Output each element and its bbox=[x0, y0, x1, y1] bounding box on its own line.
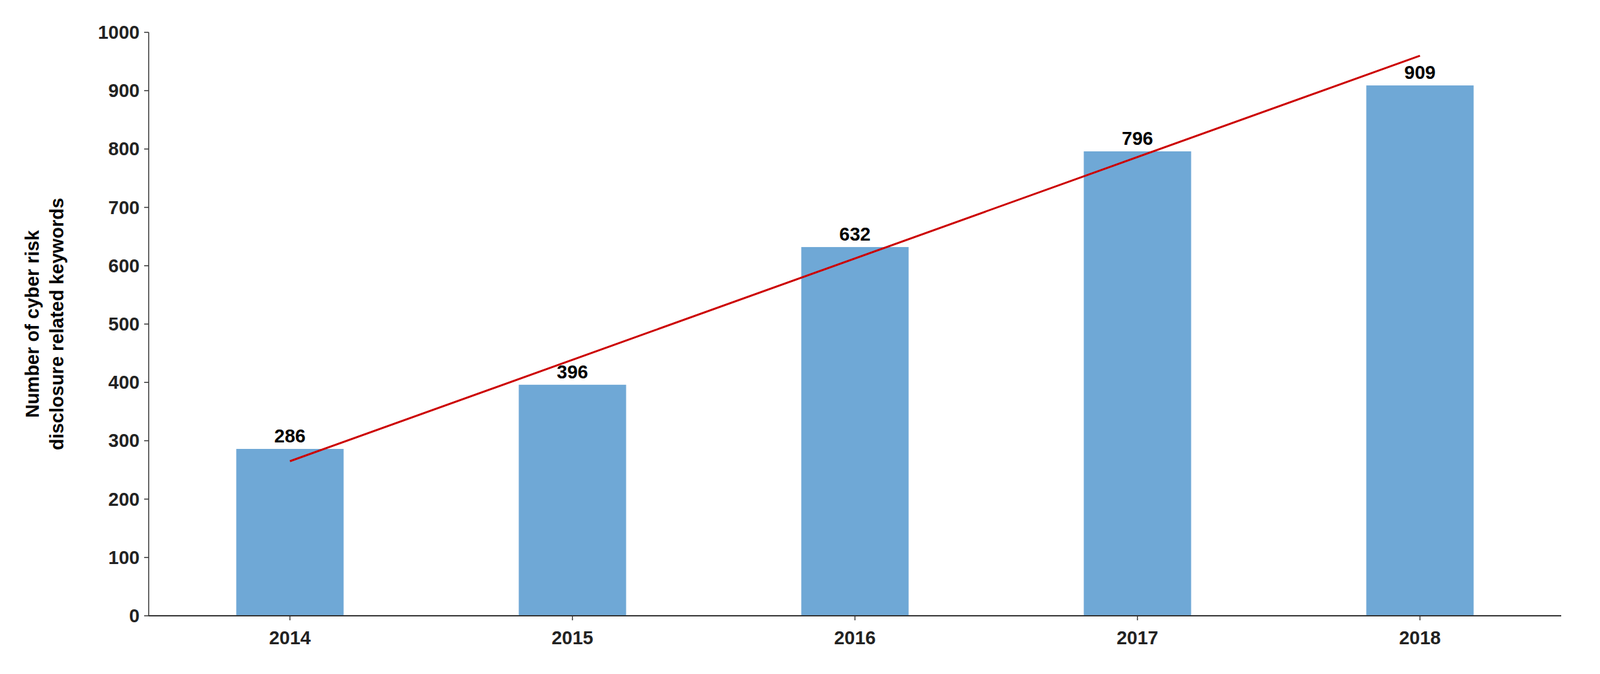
data-label: 909 bbox=[1404, 62, 1436, 83]
y-axis-label: Number of cyber risk bbox=[21, 229, 43, 418]
y-axis-label: disclosure related keywords bbox=[46, 197, 68, 450]
y-tick-label: 700 bbox=[108, 197, 140, 218]
x-tick bbox=[1419, 615, 1421, 620]
x-tick bbox=[289, 615, 291, 620]
y-tick bbox=[144, 206, 149, 209]
data-label: 396 bbox=[556, 361, 588, 383]
y-tick-label: 200 bbox=[108, 488, 140, 510]
y-tick-label: 500 bbox=[108, 313, 140, 335]
y-tick-label: 600 bbox=[108, 255, 140, 277]
bar bbox=[235, 448, 344, 616]
y-tick-label: 0 bbox=[129, 605, 140, 626]
y-tick-label: 900 bbox=[108, 80, 140, 101]
trend-line bbox=[290, 55, 1421, 461]
y-tick-label: 800 bbox=[108, 138, 140, 160]
y-tick-label: 400 bbox=[108, 371, 140, 393]
bar bbox=[518, 384, 626, 616]
chart: 286 396 632 796 909 0 100 200 300 400 500 600 700 800… bbox=[0, 0, 1600, 674]
bar bbox=[1365, 85, 1474, 616]
x-tick bbox=[854, 615, 856, 620]
y-tick-label: 300 bbox=[108, 429, 140, 451]
y-tick bbox=[144, 440, 149, 442]
y-tick bbox=[144, 148, 149, 150]
x-tick-label: 2015 bbox=[551, 627, 594, 648]
x-tick-label: 2018 bbox=[1398, 627, 1441, 648]
data-label: 632 bbox=[839, 223, 871, 245]
x-tick bbox=[1137, 615, 1139, 620]
y-tick bbox=[144, 89, 149, 92]
y-tick bbox=[144, 556, 149, 558]
data-label: 286 bbox=[274, 425, 306, 447]
data-label: 796 bbox=[1121, 128, 1153, 149]
y-tick bbox=[144, 498, 149, 500]
y-tick bbox=[144, 31, 149, 33]
x-tick-label: 2014 bbox=[268, 627, 311, 648]
bar bbox=[800, 246, 909, 616]
x-tick-label: 2016 bbox=[833, 627, 876, 648]
plot-area bbox=[235, 55, 1474, 616]
bar bbox=[1083, 151, 1191, 616]
x-tick-label: 2017 bbox=[1116, 627, 1159, 648]
x-tick bbox=[572, 615, 574, 620]
y-tick-label: 1000 bbox=[97, 21, 140, 43]
y-tick bbox=[144, 381, 149, 383]
y-tick bbox=[144, 265, 149, 267]
y-tick bbox=[144, 614, 149, 617]
y-tick bbox=[144, 323, 149, 325]
y-tick-label: 100 bbox=[108, 546, 140, 568]
